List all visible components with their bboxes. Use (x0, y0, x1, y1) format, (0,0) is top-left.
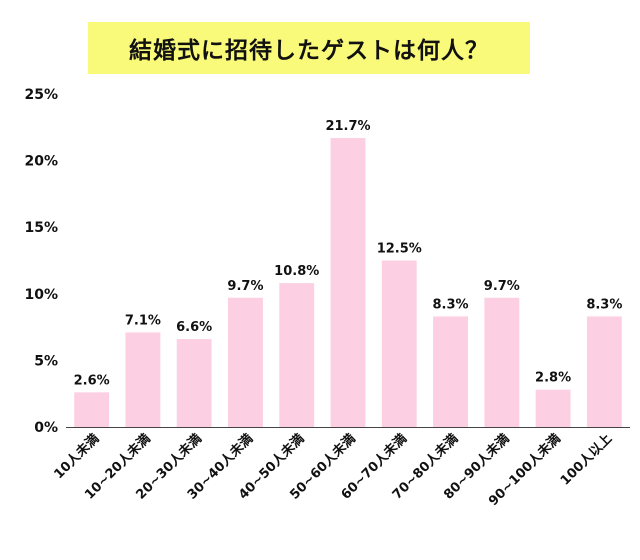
y-tick-label: 10% (24, 287, 58, 303)
data-label: 8.3% (433, 297, 469, 312)
bar (535, 389, 571, 427)
bar (330, 137, 366, 427)
bar (433, 316, 468, 427)
data-label: 10.8% (274, 264, 319, 279)
data-label: 7.1% (125, 313, 161, 328)
y-tick-label: 20% (24, 154, 58, 170)
bar (125, 332, 161, 427)
bar (586, 316, 622, 427)
data-label: 9.7% (484, 279, 520, 294)
y-axis: 0% 5% 10% 15% 20% 25% (24, 87, 58, 436)
bar (176, 339, 212, 427)
data-label: 2.6% (74, 373, 110, 388)
bar (381, 260, 417, 427)
y-tick-label: 0% (34, 420, 58, 436)
data-label: 2.8% (535, 371, 571, 386)
data-labels-group: 2.6% 7.1% 6.6% 9.7% 10.8% 21.7% 12.5% 8.3% 9.7% 2… (74, 119, 623, 388)
bar (484, 297, 520, 427)
y-tick-label: 25% (24, 87, 58, 103)
data-label: 9.7% (227, 279, 263, 294)
data-label: 8.3% (586, 297, 622, 312)
x-axis: 10人未満10~20人未満20~30人未満30~40人未満40~50人未満50~… (51, 427, 630, 509)
bar (228, 297, 263, 427)
chart-title-box: 結婚式に招待したゲストは何人？ (88, 22, 530, 74)
x-tick-label: 10人未満 (51, 431, 103, 483)
bar (74, 392, 110, 427)
bars-group (74, 137, 622, 427)
bar (279, 283, 315, 427)
x-tick-label: 100人以上 (557, 431, 615, 489)
data-label: 21.7% (325, 119, 370, 134)
data-label: 12.5% (377, 242, 422, 257)
y-tick-label: 5% (34, 353, 58, 369)
chart-title: 結婚式に招待したゲストは何人？ (129, 38, 489, 64)
y-tick-label: 15% (24, 220, 58, 236)
data-label: 6.6% (176, 320, 212, 335)
